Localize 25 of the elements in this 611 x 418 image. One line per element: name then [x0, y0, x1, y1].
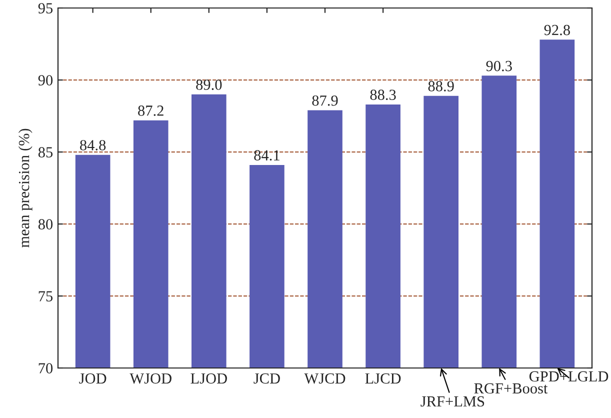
y-tick-label: 95 [38, 3, 53, 14]
y-tick-label: 80 [38, 219, 53, 230]
x-tick-label: GPD+LGLD [529, 371, 608, 382]
y-tick-label: 75 [38, 291, 53, 302]
data-label: 88.9 [428, 81, 454, 92]
x-tick-label: LJCD [365, 373, 401, 384]
data-label: 89.0 [196, 80, 222, 90]
data-label: 90.3 [486, 60, 512, 72]
y-tick-label: 90 [38, 75, 53, 86]
x-tick-label: RGF+Boost [474, 383, 548, 394]
x-tick-label: JRF+LMS [420, 396, 484, 407]
data-label: 88.3 [370, 90, 396, 100]
x-tick-label: LJOD [190, 373, 227, 384]
y-tick-label: 70 [38, 363, 53, 374]
x-tick-label: JOD [79, 373, 106, 384]
data-label: 87.9 [312, 95, 338, 106]
x-tick-label: JCD [254, 373, 280, 384]
data-label: 84.8 [80, 140, 106, 150]
y-axis-title: mean precision (%) [18, 128, 32, 248]
y-tick-label: 85 [38, 147, 53, 158]
data-label: 92.8 [544, 24, 570, 36]
data-label: 87.2 [138, 106, 164, 116]
x-tick-label: WJCD [304, 373, 346, 384]
x-tick-label: WJOD [130, 373, 172, 384]
data-label: 84.1 [254, 150, 280, 161]
